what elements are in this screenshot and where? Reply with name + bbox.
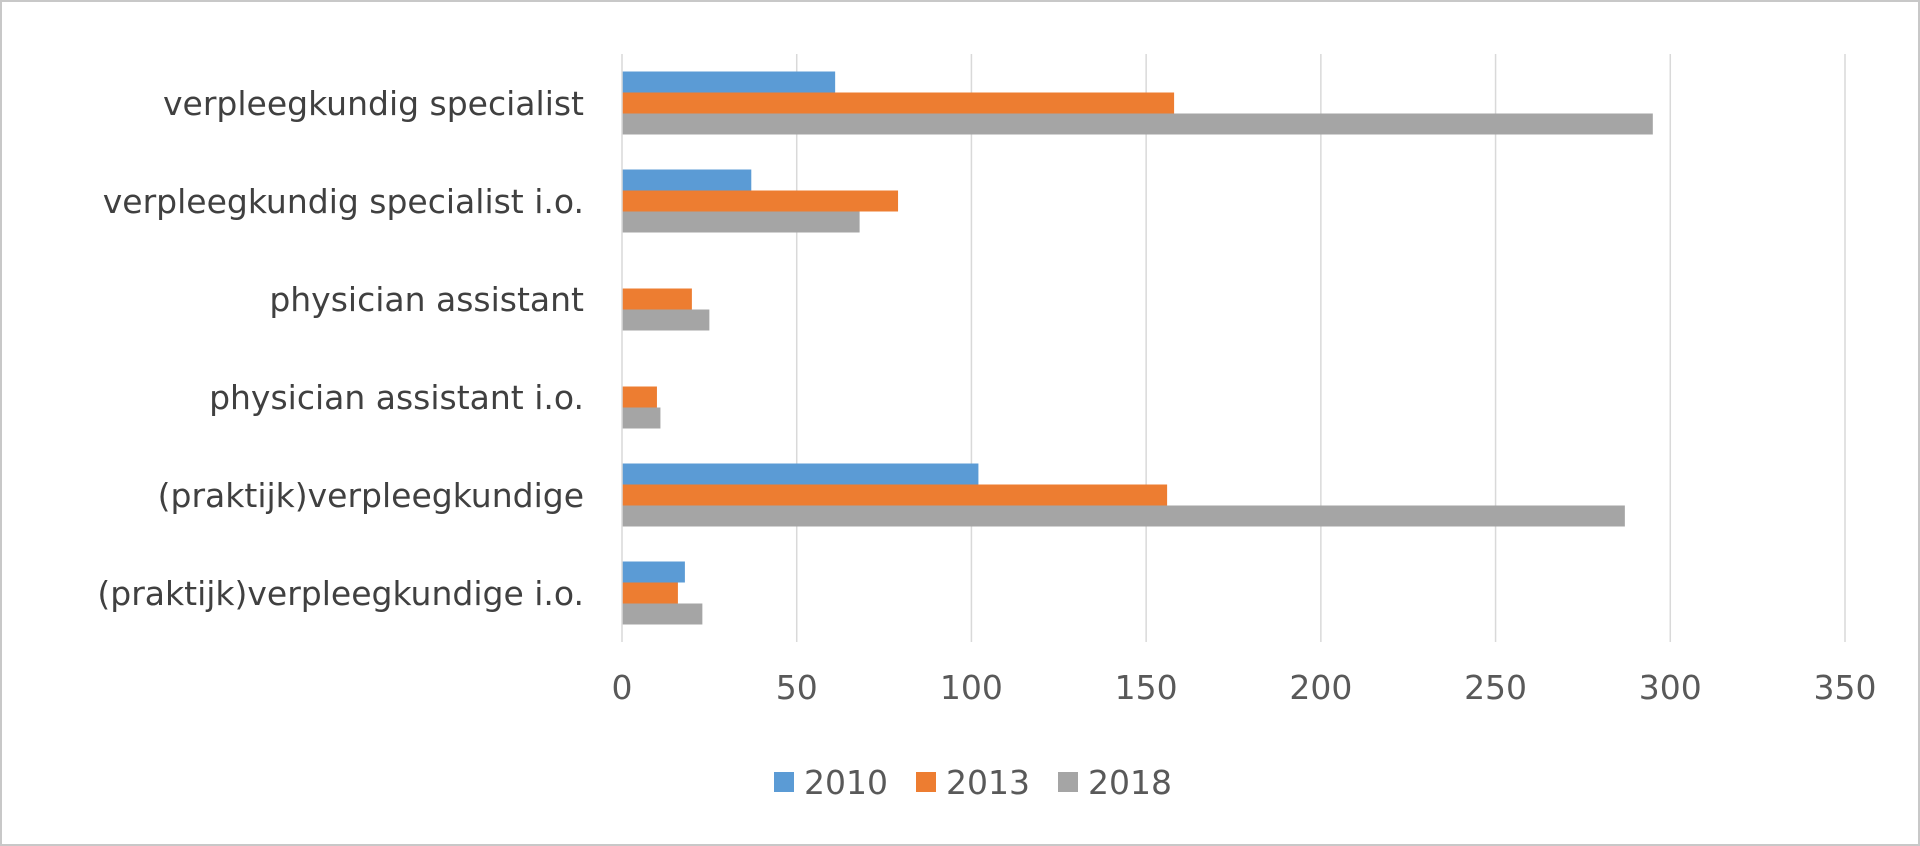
category-label: (praktijk)verpleegkundige (158, 476, 584, 515)
category-label: verpleegkundig specialist (163, 84, 584, 123)
category-label: (praktijk)verpleegkundige i.o. (97, 574, 584, 613)
bar-2010 (622, 71, 836, 93)
bar-2018 (622, 113, 1653, 135)
bar-2013 (622, 190, 899, 212)
bar-2013 (622, 386, 657, 408)
bar-2013 (622, 288, 692, 310)
legend-label-2010: 2010 (804, 763, 888, 802)
bar-2018 (622, 603, 703, 625)
category-label: verpleegkundig specialist i.o. (103, 182, 584, 221)
bar-2018 (622, 309, 710, 331)
bar-2018 (622, 211, 860, 233)
x-tick-label: 150 (1115, 668, 1178, 707)
legend: 2010 2013 2018 (774, 763, 1172, 802)
x-tick-label: 200 (1289, 668, 1352, 707)
legend-label-2018: 2018 (1088, 763, 1172, 802)
x-tick-label: 0 (612, 668, 633, 707)
legend-swatch-2013 (916, 772, 936, 792)
category-label: physician assistant i.o. (209, 378, 584, 417)
category-label: physician assistant (269, 280, 584, 319)
category-labels: verpleegkundig specialist verpleegkundig … (97, 84, 584, 613)
x-tick-label: 50 (776, 668, 818, 707)
x-tick-label: 350 (1814, 668, 1877, 707)
bar-2018 (622, 505, 1625, 527)
legend-swatch-2010 (774, 772, 794, 792)
bar-2013 (622, 582, 678, 604)
bar-2010 (622, 169, 752, 191)
legend-swatch-2018 (1058, 772, 1078, 792)
x-tick-label: 250 (1464, 668, 1527, 707)
x-tick-label: 100 (940, 668, 1003, 707)
bar-2010 (622, 561, 685, 583)
tick-labels: 0 50 100 150 200 250 300 350 (612, 668, 1877, 707)
bar-2013 (622, 484, 1168, 506)
bar-2010 (622, 463, 979, 485)
legend-label-2013: 2013 (946, 763, 1030, 802)
bar-2018 (622, 407, 661, 429)
gridlines (795, 54, 1846, 642)
bars (622, 71, 1653, 625)
bar-2013 (622, 92, 1175, 114)
x-tick-label: 300 (1639, 668, 1702, 707)
